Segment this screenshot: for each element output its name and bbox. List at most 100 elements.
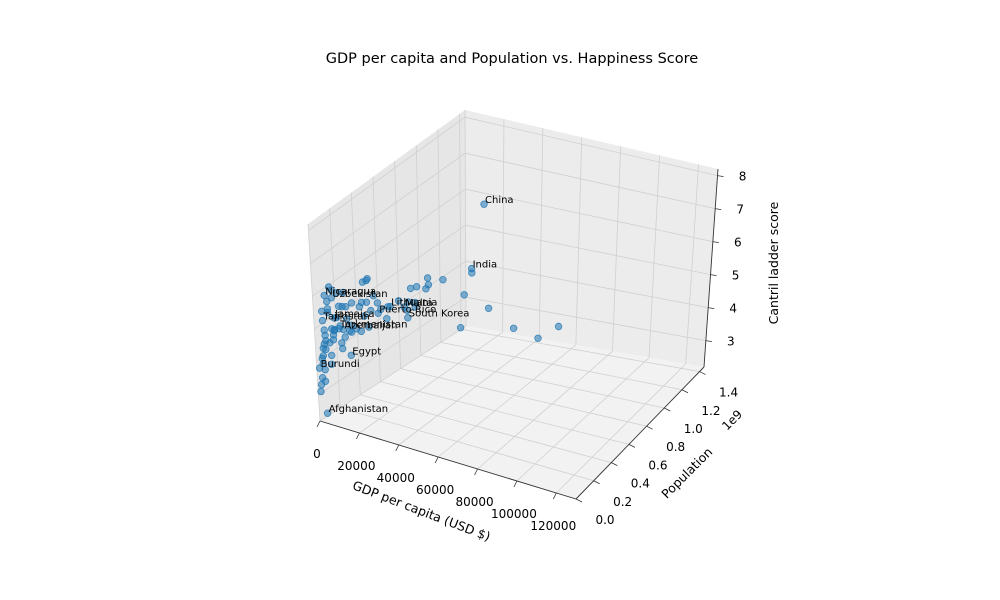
y-grid-floor [420,355,665,409]
data-point [317,380,326,389]
data-point [480,200,488,208]
point-label: Puerto Rico [379,304,436,315]
y-tick-mark [664,407,671,412]
data-point [347,351,355,359]
z-grid-left [314,224,466,330]
z-tick-mark [708,307,715,309]
z-tick-label: 4 [729,302,737,316]
data-point [369,292,377,300]
z-grid-left [318,296,467,396]
scatter-points [315,200,563,417]
data-point [394,297,403,305]
z-tick-mark [717,175,724,177]
y-tick-label: 0.8 [666,440,685,454]
x-grid-back [648,155,661,358]
point-label: India [473,260,498,271]
x-grid-floor [437,344,577,458]
x-tick-mark [316,420,321,428]
x-grid-back [612,146,622,352]
data-point [362,276,370,285]
data-point [339,344,347,353]
x-tick-mark [356,432,360,440]
y-axis-offset-text: 1e9 [719,407,745,433]
y-tick-label: 0.0 [595,513,614,527]
data-point [412,283,421,291]
x-tick-label: 40000 [377,471,415,485]
z-tick-label: 8 [739,170,747,184]
y-grid-floor [440,341,683,391]
x-grid-back [538,128,544,339]
y-tick-label: 1.2 [701,404,720,418]
point-label: Turkmenistan [339,320,407,331]
x-tick-mark [513,480,518,488]
y-tick-label: 0.6 [648,458,667,472]
y-grid-left [372,176,381,382]
data-point [320,291,328,300]
data-point [423,274,432,282]
y-grid-left [459,113,462,330]
data-point [357,327,365,336]
data-point [400,303,408,311]
z-tick-label: 5 [732,269,740,283]
data-point [347,299,356,307]
data-point [383,315,391,323]
z-tick-label: 3 [727,335,735,349]
point-label: South Korea [409,309,470,320]
chart-title: GDP per capita and Population vs. Happin… [326,51,698,67]
data-point [317,387,325,396]
data-point [374,309,382,317]
data-point [320,340,328,348]
z-tick-mark [710,274,717,276]
x-grid-floor [319,325,467,422]
data-point [327,360,336,368]
z-grid-back [465,188,713,242]
x-grid-floor [398,338,540,446]
y-grid-floor [400,368,647,427]
data-point [468,269,476,277]
x-grid-floor [516,357,650,482]
data-point [323,409,332,417]
x-axis-line [319,420,577,500]
data-point [422,285,430,293]
left-pane [308,110,466,421]
y-tick-mark [681,389,689,394]
x-tick-label: 0 [313,447,321,461]
y-grid-left [415,145,422,356]
z-tick-label: 6 [734,236,742,250]
point-label: Nicaragua [325,286,376,297]
z-grid-back [465,296,706,341]
x-tick-label: 80000 [455,495,493,509]
data-point [315,364,324,372]
x-grid-back [464,109,467,327]
y-tick-label: 0.4 [631,477,650,491]
data-point [347,321,355,329]
y-tick-mark [593,480,600,485]
data-point [365,323,373,331]
z-grid-left [308,116,466,231]
x-grid-floor [359,331,503,434]
x-tick-mark [552,492,557,500]
data-point [484,304,493,312]
z-grid-back [465,152,716,209]
data-point [406,284,415,293]
data-point [509,324,518,332]
y-grid-left [350,192,361,395]
data-point [341,333,349,341]
x-tick-label: 120000 [530,519,576,533]
data-point [320,326,328,334]
data-point [456,324,465,332]
data-point [357,298,366,307]
x-tick-label: 60000 [416,483,454,497]
data-point [324,283,333,291]
x-grid-floor [556,363,686,494]
y-grid-left [307,223,321,422]
x-grid-back [502,119,505,333]
floor-pane [320,326,704,499]
data-point [360,312,368,320]
y-grid-left [394,161,401,369]
z-tick-mark [705,340,712,342]
data-point [338,302,346,311]
y-grid-floor [340,407,594,482]
y-tick-mark [575,498,583,503]
